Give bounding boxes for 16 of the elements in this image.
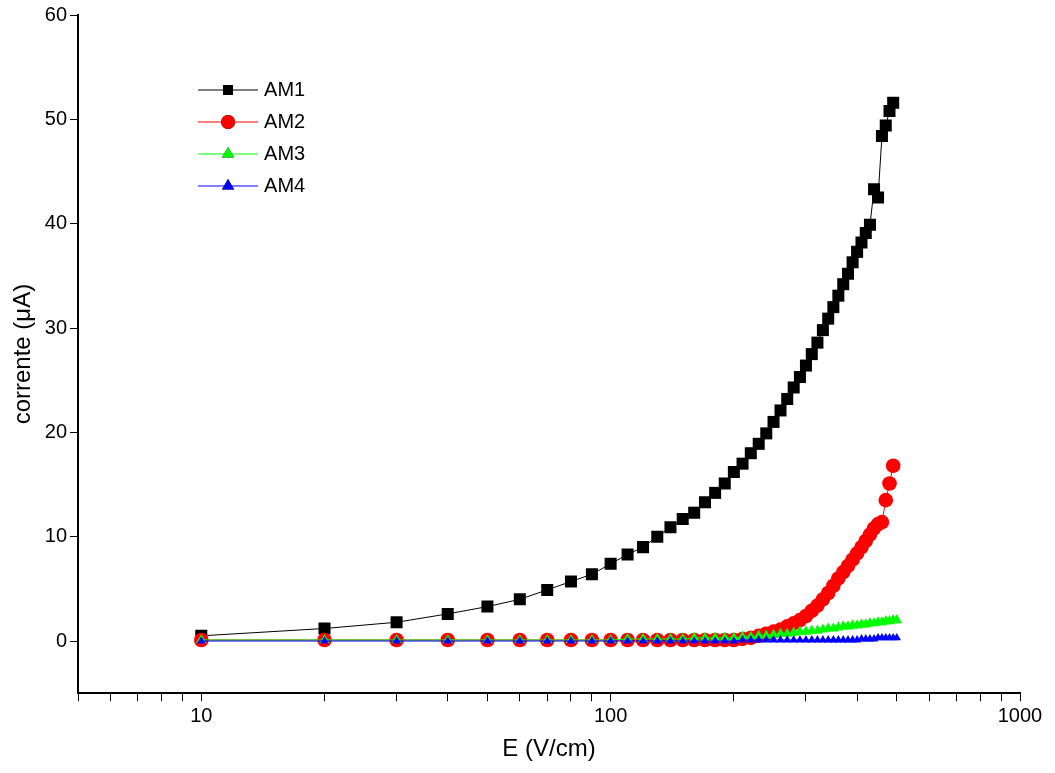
legend-label: AM4 [264,173,306,196]
legend-label: AM1 [264,77,306,100]
x-tick-label: 1000 [997,703,1043,726]
y-tick-label: 30 [44,315,68,338]
y-axis-title: corrente (μA) [8,283,36,425]
y-tick-label: 10 [44,524,68,547]
x-axis-title: E (V/cm) [502,734,596,762]
y-tick-label: 60 [44,2,68,25]
legend-label: AM2 [264,109,306,132]
x-tick-label: 100 [593,703,628,726]
y-tick-label: 40 [44,211,68,234]
y-tick-label: 0 [55,628,68,651]
x-tick-label: 10 [190,703,213,726]
y-tick-label: 20 [44,419,68,442]
legend-label: AM3 [264,141,306,164]
y-tick-label: 50 [44,106,68,129]
